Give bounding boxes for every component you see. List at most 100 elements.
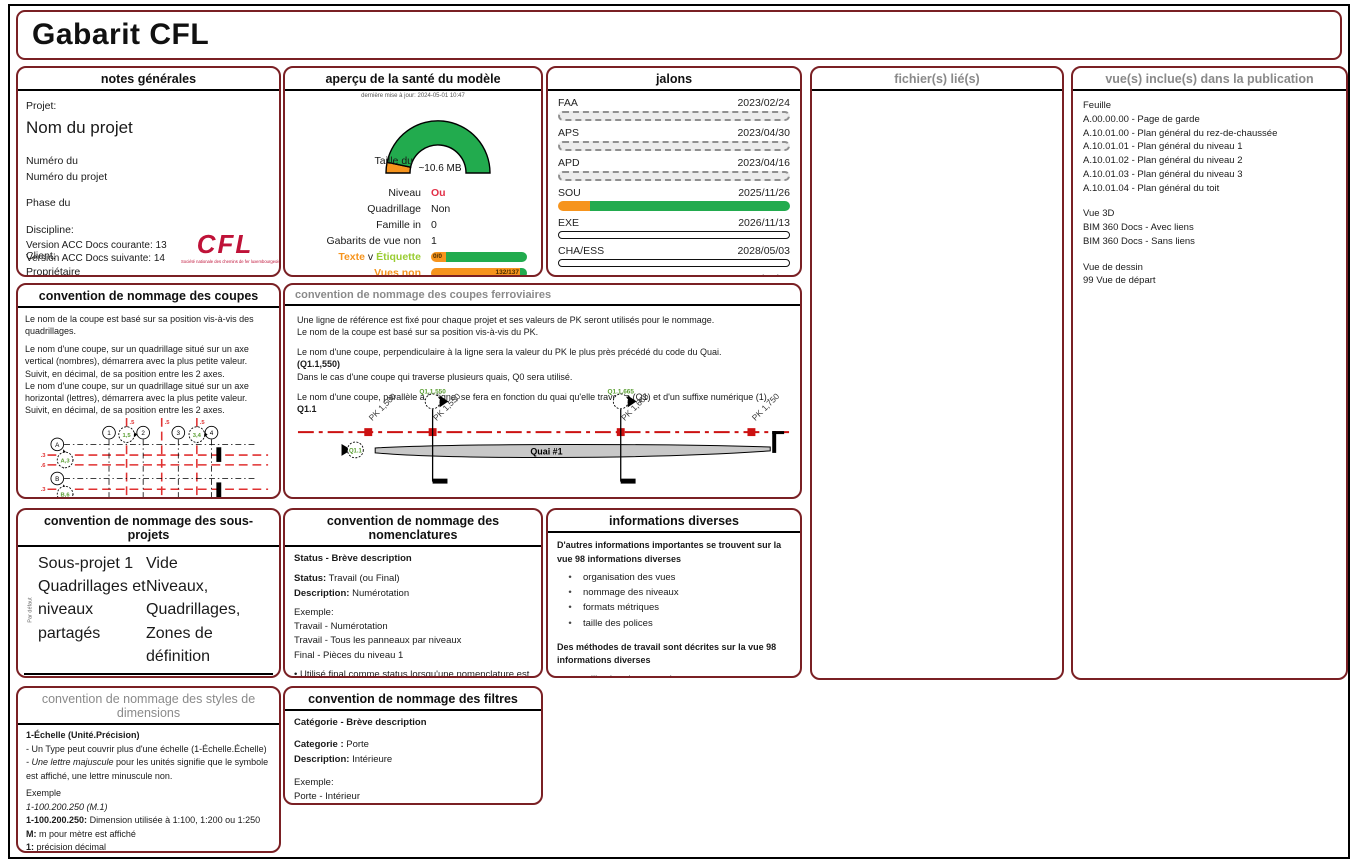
ferro-paragraph: Dans le cas d'une coupe qui traverse plu…: [297, 371, 573, 382]
svg-text:4: 4: [210, 430, 214, 437]
view-group-header: Feuille: [1083, 100, 1111, 111]
panel-published-views: vue(s) inclue(s) dans la publication Feu…: [1071, 66, 1348, 680]
svg-text:.3: .3: [41, 453, 47, 459]
milestone-row: CHA/ESS 2028/05/03: [558, 245, 790, 267]
panel-linked-files-title: fichier(s) lié(s): [812, 68, 1062, 91]
text-tag-progress-bar: 0/0: [431, 251, 527, 262]
project-number-label: Numéro du: [26, 155, 78, 168]
dim-heading: 1-Échelle (Unité.Précision): [26, 730, 140, 740]
acc-version-current: Version ACC Docs courante: 13: [26, 240, 167, 251]
gauge-value: ~10.6 MB: [418, 163, 461, 174]
example-line: Travail - Tous les panneaux par niveaux: [294, 635, 462, 647]
milestone-row: EXE 2026/11/13: [558, 217, 790, 239]
svg-text:A,3: A,3: [61, 459, 71, 465]
file-size-gauge: ~10.6 MB Taille du: [285, 99, 541, 183]
panel-rail-section-naming: convention de nommage des coupes ferrovi…: [283, 283, 802, 499]
view-item: 99 Vue de départ: [1083, 275, 1156, 287]
project-name: Nom du projet: [26, 118, 133, 138]
example-line: Final - Pièces du niveau 1: [294, 649, 404, 661]
infos-bullet: nommage des niveaux: [557, 585, 791, 600]
coupes-grid-diagram: .5 .5 .5 .3 .6 .3 .6: [41, 418, 269, 499]
svg-text:2: 2: [141, 430, 145, 437]
cfl-logo: CFL Société nationale des chemins de fer…: [181, 229, 281, 265]
milestone-bar-dashed: [558, 111, 790, 121]
panel-schedule-naming: convention de nommage des nomenclatures …: [283, 508, 543, 678]
ferro-paragraph: Le nom de la coupe est basé sur sa posit…: [297, 327, 539, 338]
svg-text:.5: .5: [165, 420, 171, 426]
panel-dimension-style-naming: convention de nommage des styles de dime…: [16, 686, 281, 853]
svg-text:.6: .6: [41, 497, 47, 499]
panel-health-title: aperçu de la santé du modèle: [285, 68, 541, 91]
view-group-header: Vue de dessin: [1083, 261, 1143, 273]
svg-text:.5: .5: [130, 420, 136, 426]
workset-name: Sous-projet 1: [38, 555, 134, 572]
view-group-3d: Vue 3D BIM 360 Docs - Avec liens BIM 360…: [1083, 207, 1336, 248]
milestone-bar-empty: [558, 259, 790, 267]
filtres-heading: Catégorie - Brève description: [294, 717, 427, 728]
panel-coupes-title: convention de nommage des coupes: [18, 285, 279, 308]
panel-section-naming: convention de nommage des coupes Le nom …: [16, 283, 281, 499]
infos-bullet: taille des polices: [557, 616, 791, 631]
milestone-date: 2023/02/24: [737, 97, 790, 109]
client-label: Client:: [26, 249, 56, 262]
cfl-logo-text: CFL: [196, 229, 254, 260]
svg-text:Q1.1: Q1.1: [349, 448, 363, 454]
page-title: Gabarit CFL: [32, 18, 210, 51]
panel-notes-generales: notes générales Projet: Nom du projet Nu…: [16, 66, 281, 277]
health-row-value: 0: [431, 218, 437, 231]
coupes-paragraph: Le nom de la coupe est basé sur sa posit…: [25, 314, 254, 337]
panel-filter-naming: convention de nommage des filtres Catégo…: [283, 686, 543, 805]
svg-text:A: A: [55, 442, 60, 449]
coupes-paragraph: Le nom d'une coupe, sur un quadrillage s…: [25, 380, 249, 415]
svg-text:Q1.1,550: Q1.1,550: [419, 388, 446, 395]
milestone-bar-empty: [558, 231, 790, 239]
milestone-date: 2025/11/26: [738, 187, 790, 199]
svg-text:1: 1: [107, 430, 111, 437]
nomenclature-note: • Utilisé final comme status lorsqu'une …: [294, 668, 530, 678]
view-item: A.10.01.02 - Plan général du niveau 2: [1083, 155, 1243, 167]
workset-group-side-label: Par défaut: [28, 597, 35, 623]
panel-dimensions-title: convention de nommage des styles de dime…: [18, 688, 279, 725]
cfl-logo-subtitle: Société nationale des chemins de fer lux…: [181, 259, 281, 265]
example-line: Porte - Intérieur: [294, 791, 360, 802]
example-label: Exemple:: [294, 776, 334, 788]
milestone-code: SOU: [558, 187, 581, 199]
workset-group-default: Par défaut Sous-projet 1 Vide Quadrillage…: [24, 547, 273, 675]
milestone-row: DEF 2028/09/19: [558, 273, 790, 275]
dim-line: - Un Type peut couvrir plus d'une échell…: [26, 743, 267, 754]
views-progress-bar: 132/137: [431, 267, 527, 275]
svg-text:Q1.1,665: Q1.1,665: [608, 388, 635, 395]
health-bar2-label: Vues non: [374, 266, 421, 277]
milestone-date: 2028/05/03: [737, 245, 790, 257]
svg-text:.5: .5: [200, 420, 206, 426]
panel-nomenclatures-title: convention de nommage des nomenclatures: [285, 510, 541, 547]
health-row-value: 1: [431, 234, 437, 247]
view-item: A.10.01.03 - Plan général du niveau 3: [1083, 168, 1243, 180]
milestone-bar-progress: [558, 201, 790, 211]
svg-text:1,5: 1,5: [123, 433, 132, 439]
panel-filtres-title: convention de nommage des filtres: [285, 688, 541, 711]
workset-desc: Niveaux, Quadrillages, Zones de définiti…: [146, 578, 241, 665]
milestone-date: 2026/11/13: [738, 217, 790, 229]
discipline-label: Discipline:: [26, 223, 74, 236]
panel-linked-files: fichier(s) lié(s): [810, 66, 1064, 680]
infos-bullet: organisation des vues: [557, 570, 791, 585]
milestone-date: 2023/04/30: [737, 127, 790, 139]
svg-text:.3: .3: [41, 487, 47, 493]
ferro-code-example: Q1.1: [297, 403, 317, 414]
view-item: BIM 360 Docs - Avec liens: [1083, 222, 1194, 234]
workset-group-generic: Génériques PlafondPlafonds, Luminaires, …: [24, 675, 273, 676]
health-row-label: Gabarits de vue non: [326, 234, 421, 247]
ferro-paragraph: Le nom d'une coupe, perpendiculaire à la…: [297, 347, 722, 358]
health-row-value: Ou: [431, 186, 446, 199]
panel-jalons-title: jalons: [548, 68, 800, 91]
ferro-paragraph: Le nom d'une coupe, parallèle à la ligne…: [297, 391, 770, 402]
view-item: A.10.01.00 - Plan général du rez-de-chau…: [1083, 127, 1278, 139]
example-label: Exemple:: [294, 606, 334, 618]
milestone-code: APD: [558, 157, 580, 169]
ferro-paragraph: Une ligne de référence est fixé pour cha…: [297, 315, 715, 325]
ferro-code-example: (Q1.1,550): [297, 359, 341, 370]
panel-jalons: jalons FAA 2023/02/24 APS 2023/04/30 APD 20…: [546, 66, 802, 277]
acc-version-next: Version ACC Docs suivante: 14: [26, 253, 165, 264]
